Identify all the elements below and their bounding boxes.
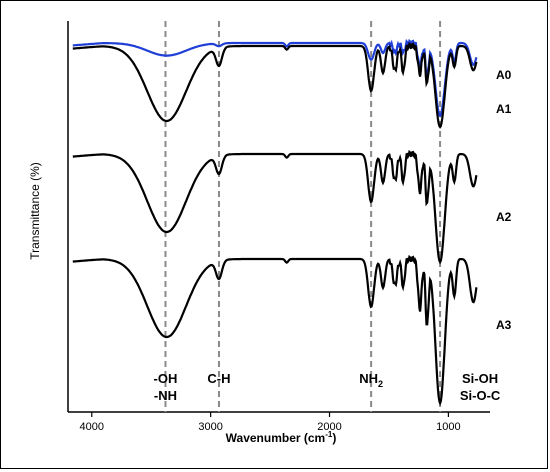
spectrum-A1 [72, 41, 478, 129]
series-label-A2: A2 [496, 210, 512, 224]
series-labels: A0 A1 A2 A3 [496, 68, 512, 332]
x-tick-label-1000: 1000 [436, 421, 460, 433]
series-label-A1: A1 [496, 102, 512, 116]
spectrum-A0 [72, 38, 478, 118]
x-tick-label-2000: 2000 [317, 421, 341, 433]
x-axis-title: Wavenumber (cm-1) [226, 430, 337, 445]
x-ticks: 4000 3000 2000 1000 [80, 412, 461, 433]
series-label-A0: A0 [496, 68, 512, 82]
spectra [72, 38, 478, 406]
annotation-3-line2: Si-O-C [460, 388, 501, 403]
x-tick-label-4000: 4000 [80, 421, 104, 433]
annotation-3-line1: Si-OH [462, 371, 498, 386]
spectrum-A3 [72, 254, 478, 406]
annotation-0-line1: -OH [154, 371, 178, 386]
y-axis-title: Transmittance (%) [28, 162, 42, 260]
band-annotations: -OH -NH C-H NH2 Si-OH Si-O-C [154, 371, 501, 403]
spectrum-A2 [72, 149, 478, 265]
annotation-0-line2: -NH [154, 388, 177, 403]
annotation-2-line1: NH2 [359, 371, 383, 389]
x-tick-label-3000: 3000 [198, 421, 222, 433]
series-label-A3: A3 [496, 318, 512, 332]
reference-lines [164, 21, 442, 412]
annotation-1-line1: C-H [207, 371, 230, 386]
